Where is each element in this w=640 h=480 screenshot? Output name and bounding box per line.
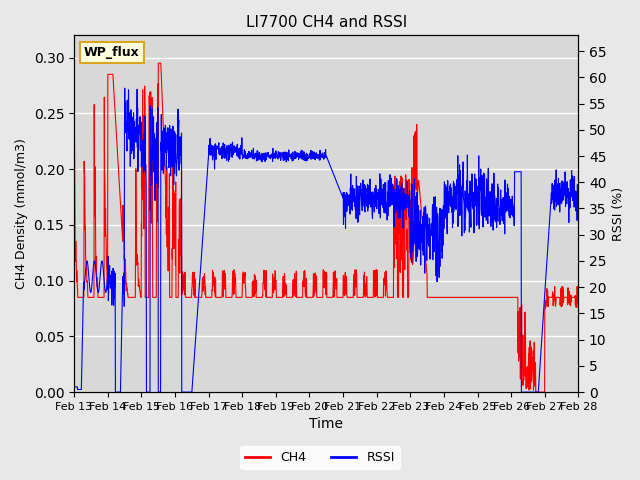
Y-axis label: RSSI (%): RSSI (%) (612, 187, 625, 241)
CH4 (154, 60, 162, 66)
RSSI (575, 184, 582, 190)
RSSI (121, 85, 129, 91)
CH4 (70, 133, 78, 139)
CH4 (532, 389, 540, 395)
CH4 (560, 294, 568, 300)
CH4 (575, 288, 582, 294)
Y-axis label: CH4 Density (mmol/m3): CH4 Density (mmol/m3) (15, 138, 28, 289)
RSSI (111, 389, 119, 395)
X-axis label: Time: Time (309, 418, 343, 432)
Line: CH4: CH4 (74, 63, 579, 392)
Legend: CH4, RSSI: CH4, RSSI (240, 446, 400, 469)
RSSI (560, 180, 568, 186)
CH4 (561, 294, 568, 300)
RSSI (96, 278, 104, 284)
CH4 (316, 294, 323, 300)
RSSI (70, 384, 78, 390)
Line: RSSI: RSSI (74, 88, 579, 392)
CH4 (302, 292, 310, 298)
CH4 (468, 294, 476, 300)
Text: WP_flux: WP_flux (84, 46, 140, 59)
RSSI (316, 157, 324, 163)
CH4 (96, 294, 104, 300)
RSSI (468, 183, 476, 189)
RSSI (561, 192, 568, 198)
RSSI (303, 151, 310, 156)
Title: LI7700 CH4 and RSSI: LI7700 CH4 and RSSI (246, 15, 407, 30)
